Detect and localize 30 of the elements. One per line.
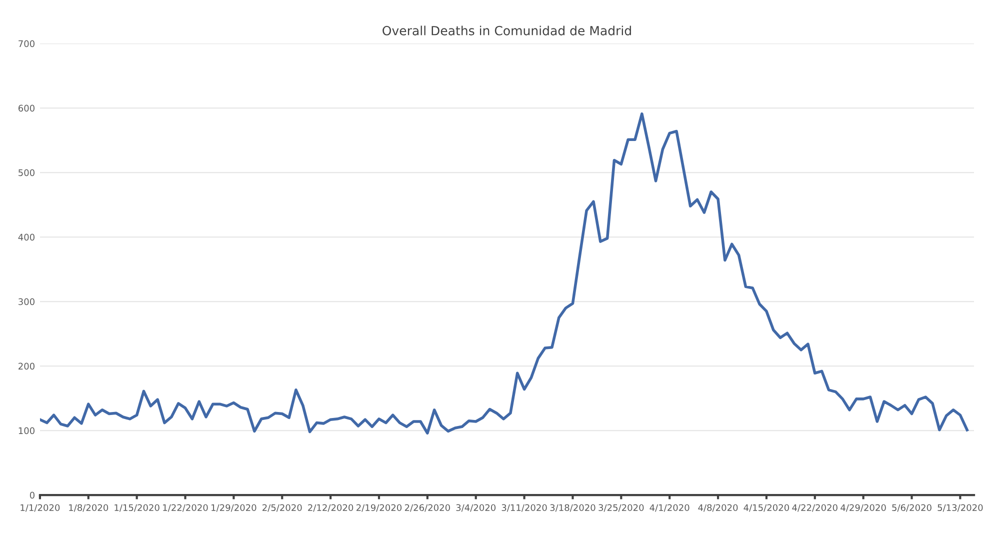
x-tick-label: 4/22/2020: [792, 504, 838, 512]
x-tick-label: 5/6/2020: [892, 504, 932, 512]
x-tick-label: 2/5/2020: [262, 504, 302, 512]
y-tick-label: 100: [18, 427, 34, 434]
y-tick-label: 0: [30, 492, 34, 499]
x-tick-label: 5/13/2020: [938, 504, 983, 512]
x-tick-label: 3/18/2020: [550, 504, 596, 512]
x-tick-label: 4/8/2020: [698, 504, 738, 512]
x-tick-label: 2/12/2020: [308, 504, 354, 512]
chart-title: Overall Deaths in Comunidad de Madrid: [382, 26, 631, 36]
y-tick-label: 400: [18, 234, 34, 241]
y-tick-label: 500: [18, 169, 34, 176]
y-tick-label: 300: [18, 298, 34, 306]
x-tick-label: 2/19/2020: [356, 504, 402, 512]
x-tick-label: 1/29/2020: [212, 504, 256, 512]
x-tick-label: 1/15/2020: [114, 504, 160, 512]
y-tick-label: 700: [18, 40, 34, 48]
line-series: [40, 112, 968, 435]
x-tick-label: 3/25/2020: [598, 504, 644, 512]
x-tick-label: 4/29/2020: [840, 504, 886, 512]
y-tick-label: 600: [18, 104, 34, 112]
x-tick-label: 3/4/2020: [456, 504, 496, 512]
x-tick-label: 4/1/2020: [650, 504, 690, 512]
x-tick-label: 4/15/2020: [744, 504, 789, 512]
x-tick-label: 1/8/2020: [69, 504, 108, 512]
x-tick-label: 3/11/2020: [502, 504, 547, 512]
x-tick-label: 1/22/2020: [163, 504, 208, 512]
y-tick-label: 200: [18, 362, 34, 370]
x-tick-label: 2/26/2020: [404, 504, 450, 512]
x-tick-label: 1/1/2020: [20, 504, 60, 512]
